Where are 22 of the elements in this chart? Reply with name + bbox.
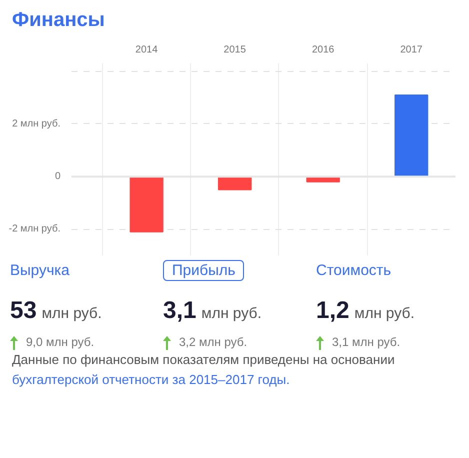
x-tick-label: 2016 [312,44,335,56]
x-tick-label: 2015 [224,44,246,56]
text: 3,1 [163,297,196,324]
text: бухгалтерской отчетности за 2015–2017 годы. [12,372,290,387]
text: млн руб. [354,305,414,322]
y-tick-label: -2 млн руб. [8,224,60,235]
text: Выручка [10,261,70,280]
text: 3,2 млн руб. [179,335,248,350]
y-tick-label: 0 [54,171,61,182]
y-tick-label: 2 млн руб. [12,118,61,130]
x-tick-label: 2014 [135,44,158,56]
text: 1,2 [316,297,350,324]
text: Стоимость [316,261,392,280]
text: 9,0 млн руб. [26,335,94,350]
text: млн руб. [42,305,102,322]
text: Данные по финансовым показателям приведены на основании [12,352,395,367]
text: Прибыль [163,260,244,281]
x-tick-label: 2017 [400,44,423,56]
text: 53 [10,297,37,324]
text: млн руб. [201,305,262,322]
chart-title: Финансы [12,8,105,33]
text: 3,1 млн руб. [332,335,400,350]
